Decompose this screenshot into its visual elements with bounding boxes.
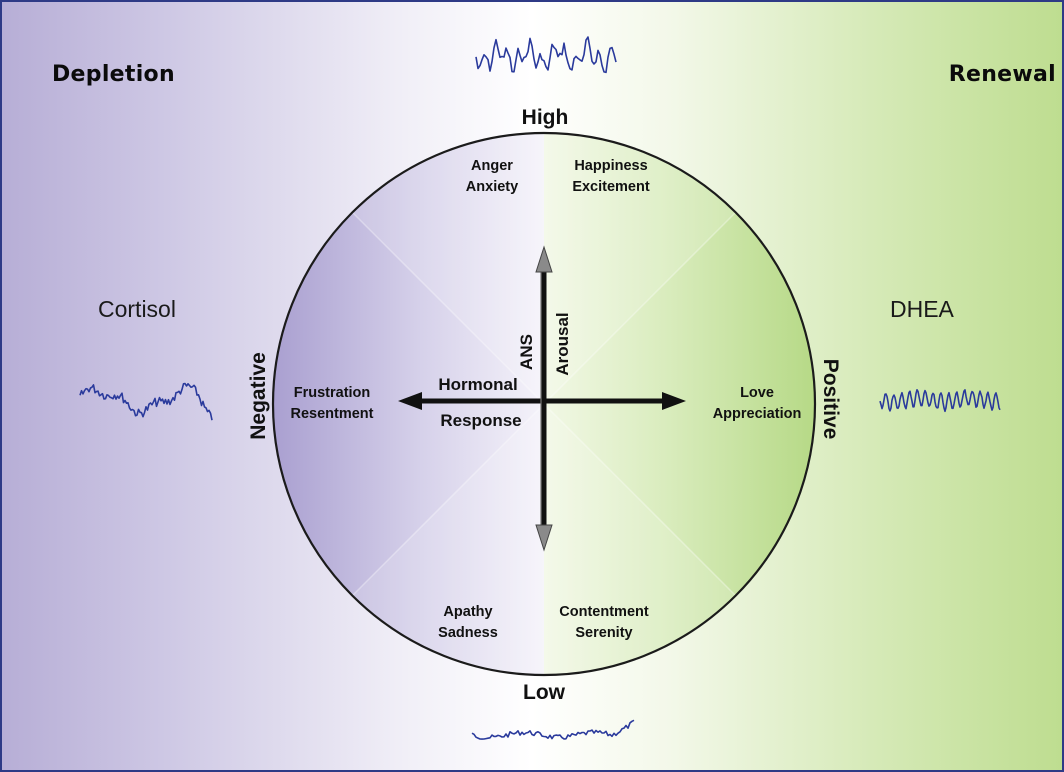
renewal-label: Renewal [948,62,1056,87]
low-arousal-wave-icon [471,719,635,740]
emotion-resentment: Resentment [291,406,374,422]
vertical-axis-arrow [535,245,553,552]
ans-label: ANS [517,334,536,370]
emotion-happiness: Happiness [574,158,647,174]
emotion-happiness-excitement: Happiness Excitement [572,158,650,195]
emotion-serenity: Serenity [575,625,632,641]
emotion-apathy: Apathy [443,604,492,620]
emotion-contentment-serenity: Contentment Serenity [559,604,649,641]
circle-outline [271,131,817,677]
dhea-label: DHEA [890,296,954,322]
emotion-frustration-resentment: Frustration Resentment [291,385,374,422]
cortisol-label: Cortisol [98,296,176,322]
hormonal-label: Hormonal [438,375,517,394]
emotion-appreciation: Appreciation [713,406,802,422]
emotion-anger: Anger [471,158,513,174]
emotion-anxiety: Anxiety [466,179,518,195]
emotion-frustration: Frustration [294,385,371,401]
negative-label: Negative [247,352,270,440]
emotion-apathy-sadness: Apathy Sadness [438,604,498,641]
high-label: High [522,106,569,129]
cortisol-wave-icon [79,382,213,421]
emotion-love: Love [740,385,774,401]
low-label: Low [523,681,566,704]
dhea-wave-icon [879,389,1001,413]
emotion-anger-anxiety: Anger Anxiety [466,158,518,195]
arousal-label: Arousal [553,312,572,375]
response-label: Response [440,411,521,430]
positive-label: Positive [819,359,842,440]
emotion-love-appreciation: Love Appreciation [713,385,802,422]
depletion-label: Depletion [52,62,175,87]
emotion-excitement: Excitement [572,179,650,195]
emotion-sadness: Sadness [438,625,498,641]
emotion-contentment: Contentment [559,604,649,620]
high-arousal-wave-icon [475,36,617,74]
